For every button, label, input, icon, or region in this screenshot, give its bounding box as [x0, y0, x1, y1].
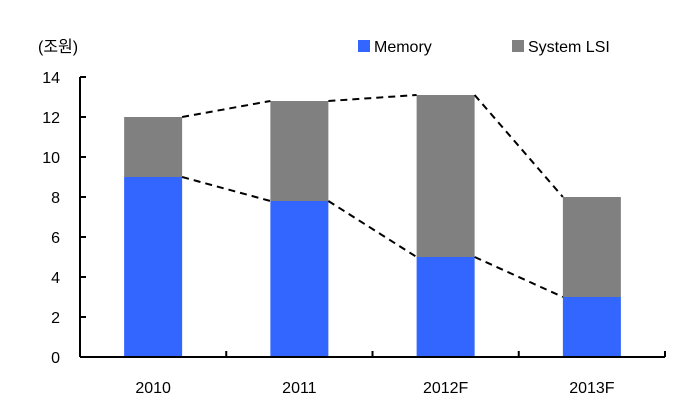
bar-memory-2012f: [416, 257, 475, 357]
bar-system-lsi-2013f: [562, 197, 621, 297]
bars-group: [124, 95, 621, 357]
bar-memory-2011: [270, 201, 329, 357]
y-tick-label-12: 12: [42, 110, 60, 127]
trend-line-memory-0: [181, 176, 271, 202]
y-tick-label-4: 4: [51, 270, 60, 287]
bar-system-lsi-2010: [124, 117, 183, 177]
legend: Memory System LSI: [358, 39, 610, 56]
x-tick-label-2013f: 2013F: [569, 380, 615, 397]
y-tick-label-8: 8: [51, 190, 60, 207]
y-tick-label-2: 2: [51, 310, 60, 327]
bar-memory-2013f: [562, 297, 621, 357]
y-tick-label-0: 0: [51, 350, 60, 367]
x-tick-label-2010: 2010: [135, 380, 171, 397]
trend-line-system-lsi-0: [181, 100, 271, 118]
trend-lines-group: [181, 94, 564, 298]
x-tick-label-2011: 2011: [282, 380, 317, 397]
legend-swatch-system-lsi: [512, 40, 524, 52]
y-tick-label-14: 14: [42, 70, 60, 87]
trend-line-memory-1: [327, 200, 418, 258]
x-tick-label-2012f: 2012F: [423, 380, 469, 397]
legend-label-memory: Memory: [374, 39, 432, 56]
y-tick-label-6: 6: [51, 230, 60, 247]
axes-group: 0 2 4 6 8 10 12 14 2010 2011 2012F 2013F: [42, 70, 666, 397]
legend-swatch-memory: [358, 40, 370, 52]
y-tick-label-10: 10: [42, 150, 60, 167]
trend-line-system-lsi-2: [473, 94, 564, 198]
bar-system-lsi-2012f: [416, 95, 475, 257]
bar-memory-2010: [124, 177, 183, 357]
trend-line-system-lsi-1: [328, 94, 417, 102]
y-axis-unit-label: (조원): [38, 38, 78, 56]
legend-label-system-lsi: System LSI: [528, 39, 610, 56]
bar-system-lsi-2011: [270, 101, 329, 201]
trend-line-memory-2: [474, 256, 564, 298]
